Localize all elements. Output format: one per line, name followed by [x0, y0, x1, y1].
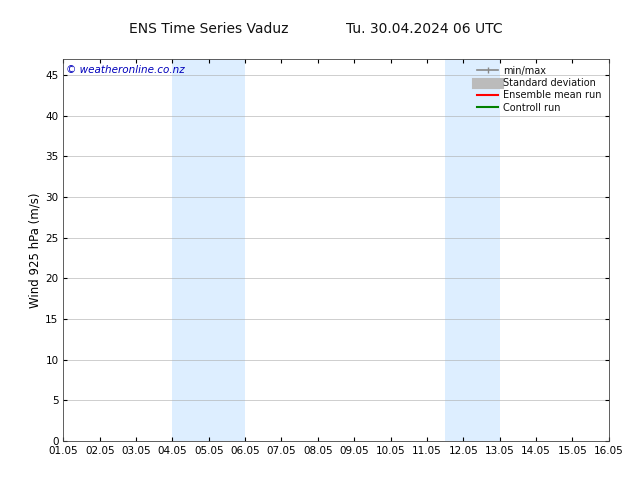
Text: ENS Time Series Vaduz: ENS Time Series Vaduz [129, 22, 289, 36]
Text: Tu. 30.04.2024 06 UTC: Tu. 30.04.2024 06 UTC [346, 22, 503, 36]
Bar [445, 59, 500, 441]
Text: © weatheronline.co.nz: © weatheronline.co.nz [66, 65, 185, 74]
Y-axis label: Wind 925 hPa (m/s): Wind 925 hPa (m/s) [28, 192, 41, 308]
Legend: min/max, Standard deviation, Ensemble mean run, Controll run: min/max, Standard deviation, Ensemble me… [475, 64, 604, 115]
Bar [172, 59, 245, 441]
